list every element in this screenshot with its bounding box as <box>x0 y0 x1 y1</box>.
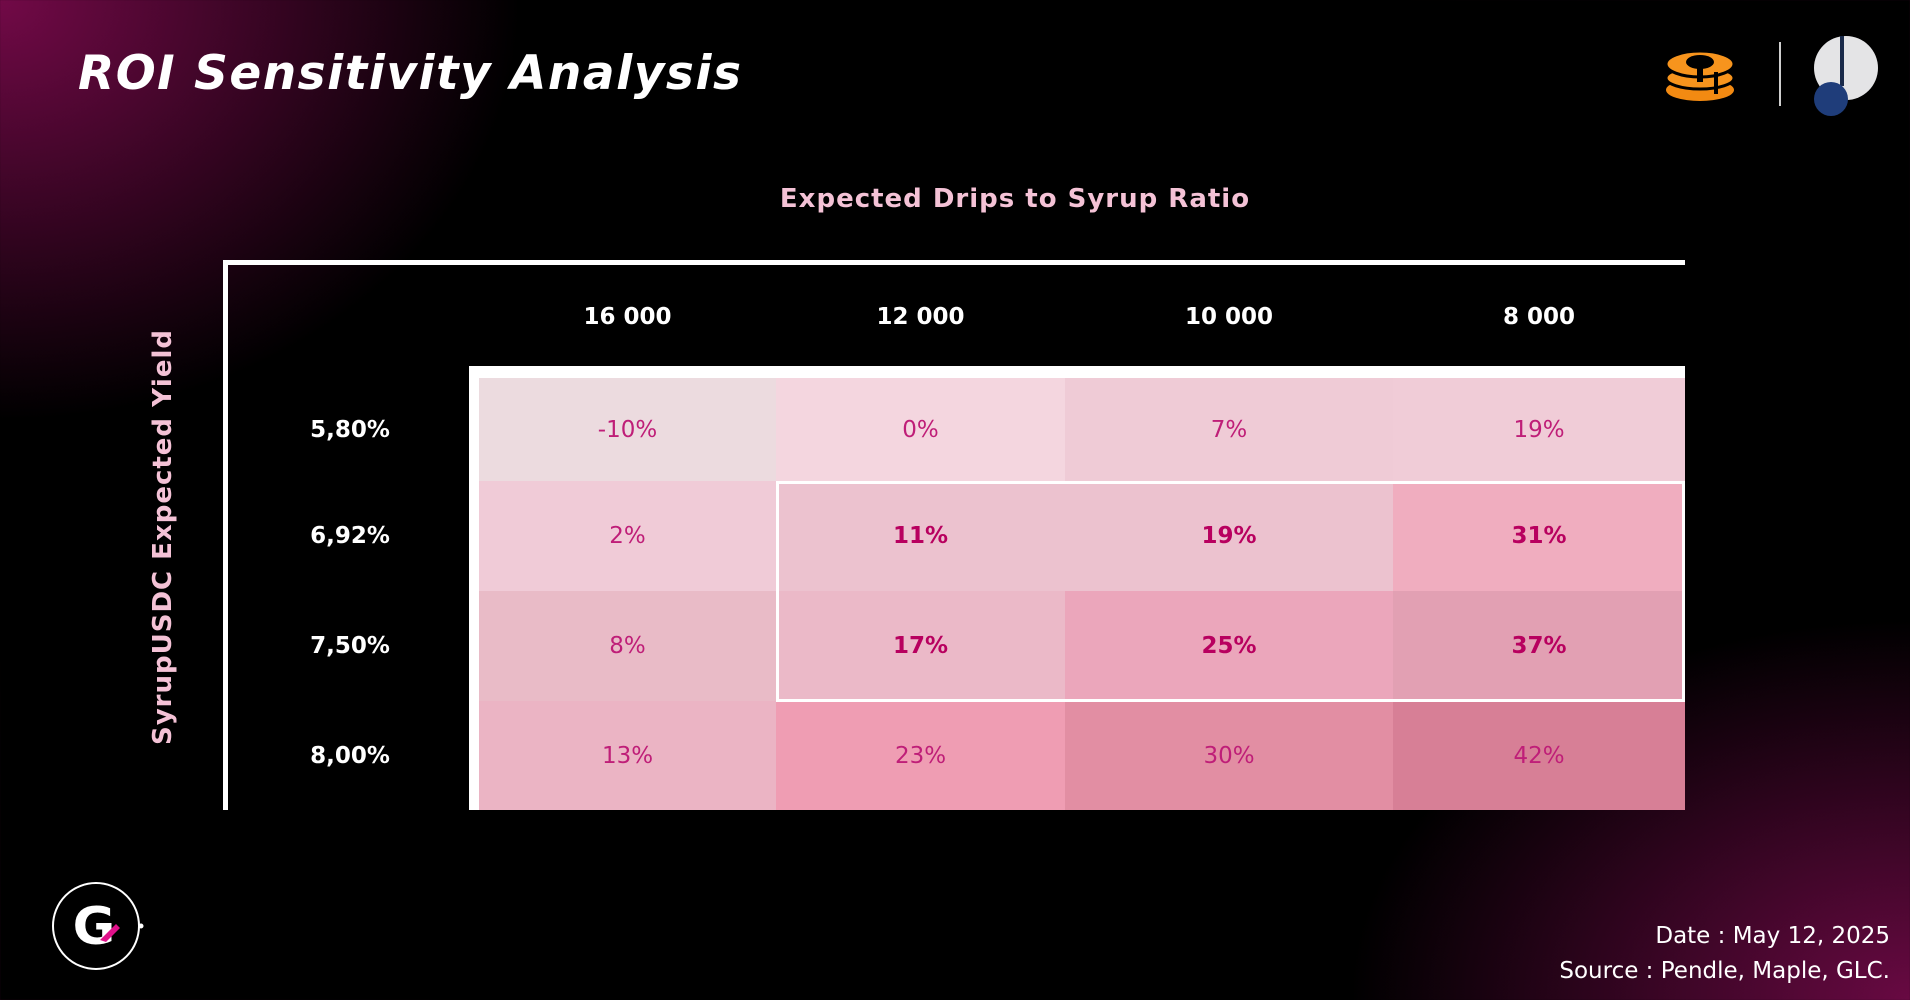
grid-border-left <box>469 366 479 810</box>
row-header: 5,80% <box>310 416 390 443</box>
heatmap-cell: 8% <box>479 591 776 701</box>
page-title: ROI Sensitivity Analysis <box>78 46 743 101</box>
heatmap-cell: 42% <box>1393 701 1685 810</box>
column-header: 10 000 <box>1184 304 1274 330</box>
stacked-coins-icon <box>1664 49 1736 101</box>
circle-logo-icon <box>1814 36 1878 116</box>
heatmap-cell: 0% <box>776 378 1065 481</box>
grid-border-top <box>469 366 1685 378</box>
footer-date: Date : May 12, 2025 <box>1655 923 1890 949</box>
heatmap-cell: 31% <box>1393 481 1685 591</box>
heatmap-cell: 37% <box>1393 591 1685 701</box>
heatmap-cell: 13% <box>479 701 776 810</box>
heatmap-cell: 30% <box>1065 701 1393 810</box>
table-frame-top <box>223 260 1685 265</box>
heatmap-cell: 19% <box>1065 481 1393 591</box>
row-header: 7,50% <box>310 633 390 659</box>
svg-text:G: G <box>73 897 116 957</box>
row-header: 6,92% <box>310 523 390 549</box>
heatmap-cell: 7% <box>1065 378 1393 481</box>
g-circle-logo-icon: G <box>52 882 144 970</box>
column-header: 12 000 <box>876 304 965 330</box>
row-axis-title: SyrupUSDC Expected Yield <box>148 329 178 745</box>
heatmap-cell: 23% <box>776 701 1065 810</box>
heatmap-cell: 19% <box>1393 378 1685 481</box>
heatmap-cell: 2% <box>479 481 776 591</box>
column-header: 8 000 <box>1502 304 1576 330</box>
footer-source: Source : Pendle, Maple, GLC. <box>1559 958 1890 984</box>
heatmap-cell: 25% <box>1065 591 1393 701</box>
table-frame-left <box>223 260 228 810</box>
column-header: 16 000 <box>583 304 672 330</box>
row-header: 8,00% <box>310 742 390 769</box>
heatmap-cell: 11% <box>776 481 1065 591</box>
heatmap-cell: 17% <box>776 591 1065 701</box>
heatmap-cell: -10% <box>479 378 776 481</box>
brand-divider <box>1779 42 1781 106</box>
column-axis-title: Expected Drips to Syrup Ratio <box>779 184 1251 214</box>
